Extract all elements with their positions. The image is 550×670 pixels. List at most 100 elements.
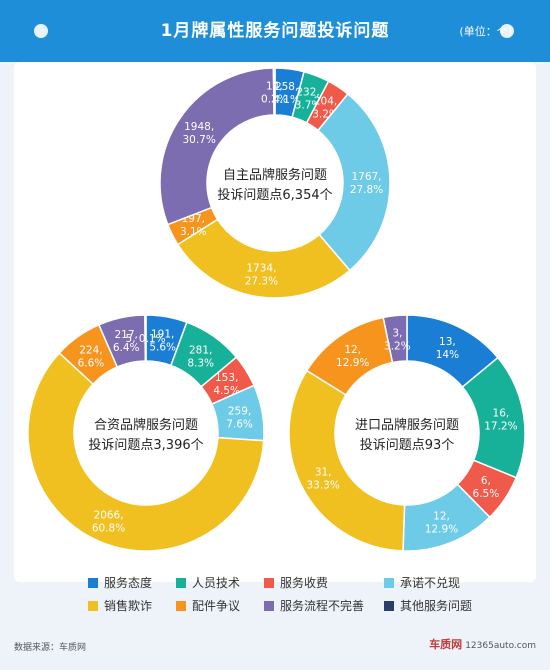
slice-label: 281, 8.3% xyxy=(187,344,214,369)
slice-label-line: 5.6% xyxy=(149,341,176,353)
slice-label: 6, 6.5% xyxy=(473,475,500,500)
decor-dot-icon xyxy=(500,24,514,38)
slice-label: 12, 12.9% xyxy=(425,511,458,536)
donut-center-label: 投诉问题点6,354个 xyxy=(217,187,332,203)
legend-item: 服务收费 xyxy=(264,574,328,591)
slice-label: 12, 12.9% xyxy=(336,344,369,369)
slice-label-line: 5, 0.1% xyxy=(126,333,166,345)
slice-label-line: 12.9% xyxy=(425,524,458,536)
legend-swatch xyxy=(264,600,274,611)
slice-label-line: 6.6% xyxy=(78,358,105,370)
header-banner: 1月牌属性服务问题投诉问题 (单位：个) xyxy=(0,0,550,62)
slice-label: 2066, 60.8% xyxy=(92,509,125,534)
donut-slice xyxy=(317,92,391,272)
legend-swatch xyxy=(88,600,98,611)
legend-label: 服务流程不完善 xyxy=(280,599,365,613)
slice-label-line: 13, xyxy=(439,336,456,348)
slice-label: 259, 7.6% xyxy=(226,405,253,430)
slice-label-line: 30.7% xyxy=(182,134,215,146)
slice-label-line: 12, xyxy=(344,344,361,356)
slice-label: 224, 6.6% xyxy=(78,345,105,370)
page-title: 1月牌属性服务问题投诉问题 xyxy=(160,21,390,41)
slice-label-line: 3.2% xyxy=(384,340,411,352)
slice-label-line: 16, xyxy=(493,408,510,420)
slice-label-line: 1734, xyxy=(246,262,276,274)
legend-item: 承诺不兑现 xyxy=(384,574,460,591)
legend-swatch xyxy=(88,577,98,588)
slice-label-line: 204, xyxy=(314,96,337,108)
slice-label: 217, 6.4% xyxy=(113,329,140,354)
slice-label-line: 6.5% xyxy=(473,488,500,500)
slice-label: 1734, 27.3% xyxy=(245,262,278,287)
slice-label-line: 4.1% xyxy=(273,94,300,106)
slice-label-line: 8.3% xyxy=(187,357,214,369)
slice-label: 16, 17.2% xyxy=(484,408,517,433)
donut-center-label: 进口品牌服务问题 xyxy=(355,417,459,433)
donut-center-label: 投诉问题点3,396个 xyxy=(88,437,203,453)
legend-item: 服务态度 xyxy=(88,574,152,591)
slice-label-line: 12, xyxy=(433,511,450,523)
legend-label: 承诺不兑现 xyxy=(400,576,461,590)
slice-label: 5, 0.1% xyxy=(126,333,166,345)
slice-label-line: 33.3% xyxy=(306,480,339,492)
legend-label: 人员技术 xyxy=(192,576,241,590)
legend-swatch xyxy=(384,600,394,611)
slice-label-line: 6.4% xyxy=(113,342,140,354)
slice-label-line: 191, xyxy=(151,328,174,340)
donut-slice xyxy=(159,67,275,226)
slice-label-line: 27.3% xyxy=(245,275,278,287)
legend-item: 服务流程不完善 xyxy=(264,597,364,614)
legend-item: 其他服务问题 xyxy=(384,597,472,614)
slice-label-line: 3, xyxy=(392,327,402,339)
slice-label: 31, 33.3% xyxy=(306,467,339,492)
legend-label: 服务态度 xyxy=(104,576,153,590)
slice-label-line: 3.1% xyxy=(180,226,207,238)
slice-label-line: 31, xyxy=(315,467,332,479)
slice-label: 14, 0.2% xyxy=(261,81,288,106)
slice-label-line: 12.9% xyxy=(336,357,369,369)
slice-label: 191, 5.6% xyxy=(149,328,176,353)
donut-slice xyxy=(144,314,147,362)
slice-label-line: 17.2% xyxy=(484,421,517,433)
slice-label: 1948, 30.7% xyxy=(182,121,215,146)
slice-label-line: 259, xyxy=(228,405,251,417)
donut-slice xyxy=(382,314,408,364)
donut-center-label: 自主品牌服务问题 xyxy=(223,167,327,183)
slice-label-line: 232, xyxy=(296,87,319,99)
legend-swatch xyxy=(264,577,274,588)
slice-label: 3, 3.2% xyxy=(384,327,411,352)
slice-label-line: 2066, xyxy=(94,509,124,521)
donut-slice xyxy=(288,369,406,552)
legend-label: 配件争议 xyxy=(192,599,241,613)
donut-slice xyxy=(176,218,351,299)
data-source: 数据来源：车质网 xyxy=(14,643,87,653)
donut-slice xyxy=(272,67,276,116)
slice-label: 1767, 27.8% xyxy=(350,171,383,196)
slice-label-line: 6, xyxy=(481,475,491,487)
donut-slice xyxy=(27,351,265,552)
slice-label-line: 0.2% xyxy=(261,94,288,106)
decor-dot-icon xyxy=(34,24,48,38)
donut-center-label: 合资品牌服务问题 xyxy=(94,417,198,433)
legend-swatch xyxy=(176,600,186,611)
slice-label-line: 224, xyxy=(79,345,102,357)
slice-label-line: 27.8% xyxy=(350,184,383,196)
watermark-url: 12365auto.com xyxy=(465,641,536,651)
donut-center-label: 投诉问题点93个 xyxy=(360,437,455,453)
slice-label-line: 60.8% xyxy=(92,522,125,534)
slice-label-line: 1767, xyxy=(351,171,381,183)
slice-label-line: 217, xyxy=(115,329,138,341)
legend-item: 配件争议 xyxy=(176,597,240,614)
slice-label-line: 153, xyxy=(215,372,238,384)
slice-label-line: 14, xyxy=(266,81,283,93)
legend-label: 销售欺诈 xyxy=(104,599,153,613)
legend-item: 人员技术 xyxy=(176,574,240,591)
slice-label-line: 258, xyxy=(275,81,298,93)
legend-swatch xyxy=(176,577,186,588)
unit-label: (单位：个) xyxy=(459,25,512,38)
slice-label: 13, 14% xyxy=(436,336,459,361)
legend-label: 服务收费 xyxy=(280,576,329,590)
slice-label-line: 281, xyxy=(189,344,212,356)
watermark-brand: 车质网 xyxy=(429,638,463,651)
